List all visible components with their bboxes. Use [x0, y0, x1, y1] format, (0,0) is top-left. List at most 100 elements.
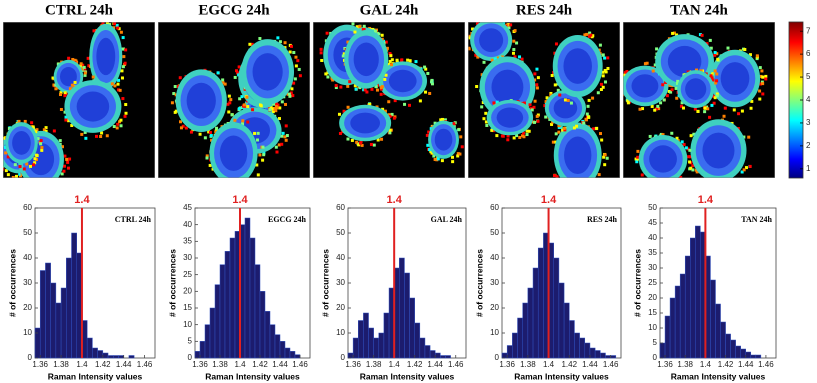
- pixel: [655, 47, 659, 51]
- pixel: [42, 128, 46, 132]
- pixel: [63, 110, 67, 114]
- histogram-bar: [368, 327, 374, 359]
- histogram-bar: [669, 297, 676, 359]
- histogram-bar: [558, 282, 565, 359]
- pixel: [36, 137, 40, 141]
- pixel: [671, 31, 675, 35]
- pixel: [116, 82, 120, 86]
- pixel: [583, 33, 587, 37]
- histogram-bar: [527, 287, 534, 359]
- colorbar-tick-label: 4: [806, 95, 811, 104]
- pixel: [587, 115, 591, 119]
- y-tick-label: 35: [648, 248, 657, 257]
- pixel: [56, 62, 60, 66]
- pixel: [603, 80, 607, 84]
- panel-title: TAN 24h: [670, 2, 728, 18]
- pixel: [669, 90, 673, 94]
- pixel: [535, 67, 539, 71]
- histogram-bar: [378, 332, 385, 359]
- pixel: [535, 114, 539, 118]
- pixel: [63, 154, 67, 158]
- pixel: [115, 126, 119, 130]
- y-tick-label: 30: [183, 253, 192, 262]
- pixel: [528, 103, 532, 107]
- reference-label: 1.4: [698, 194, 714, 206]
- pixel: [560, 185, 563, 188]
- pixel: [51, 76, 55, 80]
- pixel: [521, 131, 525, 135]
- pixel: [676, 79, 680, 83]
- pixel: [262, 151, 266, 155]
- pixel: [49, 185, 52, 188]
- pixel: [595, 126, 599, 130]
- pixel: [718, 185, 721, 188]
- pixel: [713, 51, 717, 55]
- pixel: [280, 100, 284, 104]
- panel-title: CTRL 24h: [45, 2, 114, 18]
- pixel: [705, 42, 709, 46]
- pixel: [485, 123, 489, 127]
- x-axis-label: Raman Intensity values: [514, 371, 609, 381]
- reference-label: 1.4: [232, 194, 248, 206]
- pixel: [659, 101, 663, 105]
- pixel: [714, 185, 717, 188]
- pixel: [723, 106, 727, 110]
- pixel: [275, 106, 279, 110]
- pixel: [602, 155, 606, 159]
- histogram-bar: [199, 341, 206, 359]
- pixel: [40, 146, 44, 150]
- x-tick-label: 1.46: [603, 360, 619, 369]
- histogram-bar: [755, 354, 762, 359]
- pixel: [388, 114, 392, 118]
- pixel: [715, 52, 719, 56]
- pixel: [553, 83, 557, 87]
- pixel: [4, 151, 8, 155]
- x-tick-label: 1.44: [738, 360, 754, 369]
- pixel: [742, 135, 746, 139]
- pixel: [687, 155, 691, 159]
- pixel: [84, 136, 88, 140]
- pixel: [601, 85, 605, 89]
- pixel: [215, 126, 219, 130]
- pixel: [688, 148, 692, 152]
- pixel: [496, 56, 500, 60]
- pixel: [91, 75, 95, 79]
- histogram-bar: [128, 355, 135, 359]
- pixel: [650, 104, 654, 108]
- pixel: [30, 121, 34, 125]
- pixel: [355, 25, 359, 29]
- pixel: [388, 59, 392, 63]
- pixel: [218, 181, 221, 184]
- pixel: [205, 154, 209, 158]
- histogram-bar: [404, 272, 410, 359]
- panel-title: RES 24h: [516, 2, 573, 18]
- pixel: [262, 153, 266, 157]
- pixel: [689, 134, 693, 138]
- pixel: [430, 78, 434, 82]
- y-tick-label: 30: [23, 278, 32, 287]
- pixel: [70, 83, 74, 87]
- pixel: [498, 18, 501, 21]
- histogram-bar: [269, 324, 276, 359]
- pixel: [600, 138, 604, 142]
- pixel: [591, 96, 595, 100]
- pixel: [28, 164, 32, 168]
- histogram-bar: [589, 347, 596, 359]
- pixel: [288, 94, 292, 98]
- x-tick-label: 1.42: [407, 360, 423, 369]
- histogram-bar: [414, 322, 421, 359]
- pixel: [657, 185, 660, 188]
- pixel: [755, 54, 759, 58]
- pixel: [353, 84, 357, 88]
- pixel: [350, 138, 354, 142]
- pixel: [234, 69, 238, 73]
- pixel: [106, 22, 110, 23]
- pixel: [493, 57, 497, 61]
- pixel: [255, 163, 259, 167]
- pixel: [18, 165, 22, 169]
- image-panel: [313, 22, 465, 178]
- histogram-bar: [102, 352, 109, 359]
- pixel: [740, 109, 744, 113]
- pixel: [582, 121, 586, 125]
- pixel: [118, 120, 122, 124]
